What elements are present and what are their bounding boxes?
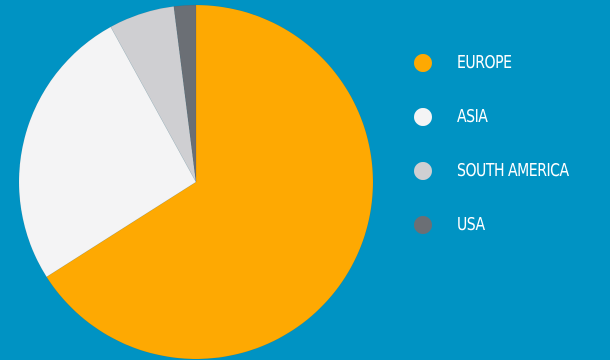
legend-item-usa: USA — [414, 209, 610, 263]
legend-swatch-south-america — [414, 162, 432, 180]
legend-item-south-america: SOUTH AMERICA — [414, 155, 610, 209]
legend-item-asia: ASIA — [414, 101, 610, 155]
legend-label-south-america: SOUTH AMERICA — [457, 160, 569, 181]
legend-item-europe: EUROPE — [414, 47, 610, 101]
legend-label-usa: USA — [457, 214, 485, 235]
legend-label-asia: ASIA — [457, 106, 488, 127]
legend-swatch-asia — [414, 108, 432, 126]
legend-swatch-europe — [414, 54, 432, 72]
pie-slice-asia — [18, 26, 197, 278]
pie-slices — [18, 4, 374, 360]
pie-slice-usa — [173, 4, 197, 183]
legend-swatch-usa — [414, 216, 432, 234]
legend-label-europe: EUROPE — [457, 52, 512, 73]
pie-slice-south-america — [110, 6, 197, 183]
pie-slice-europe — [46, 4, 374, 360]
legend: EUROPE ASIA SOUTH AMERICA USA — [414, 47, 610, 263]
